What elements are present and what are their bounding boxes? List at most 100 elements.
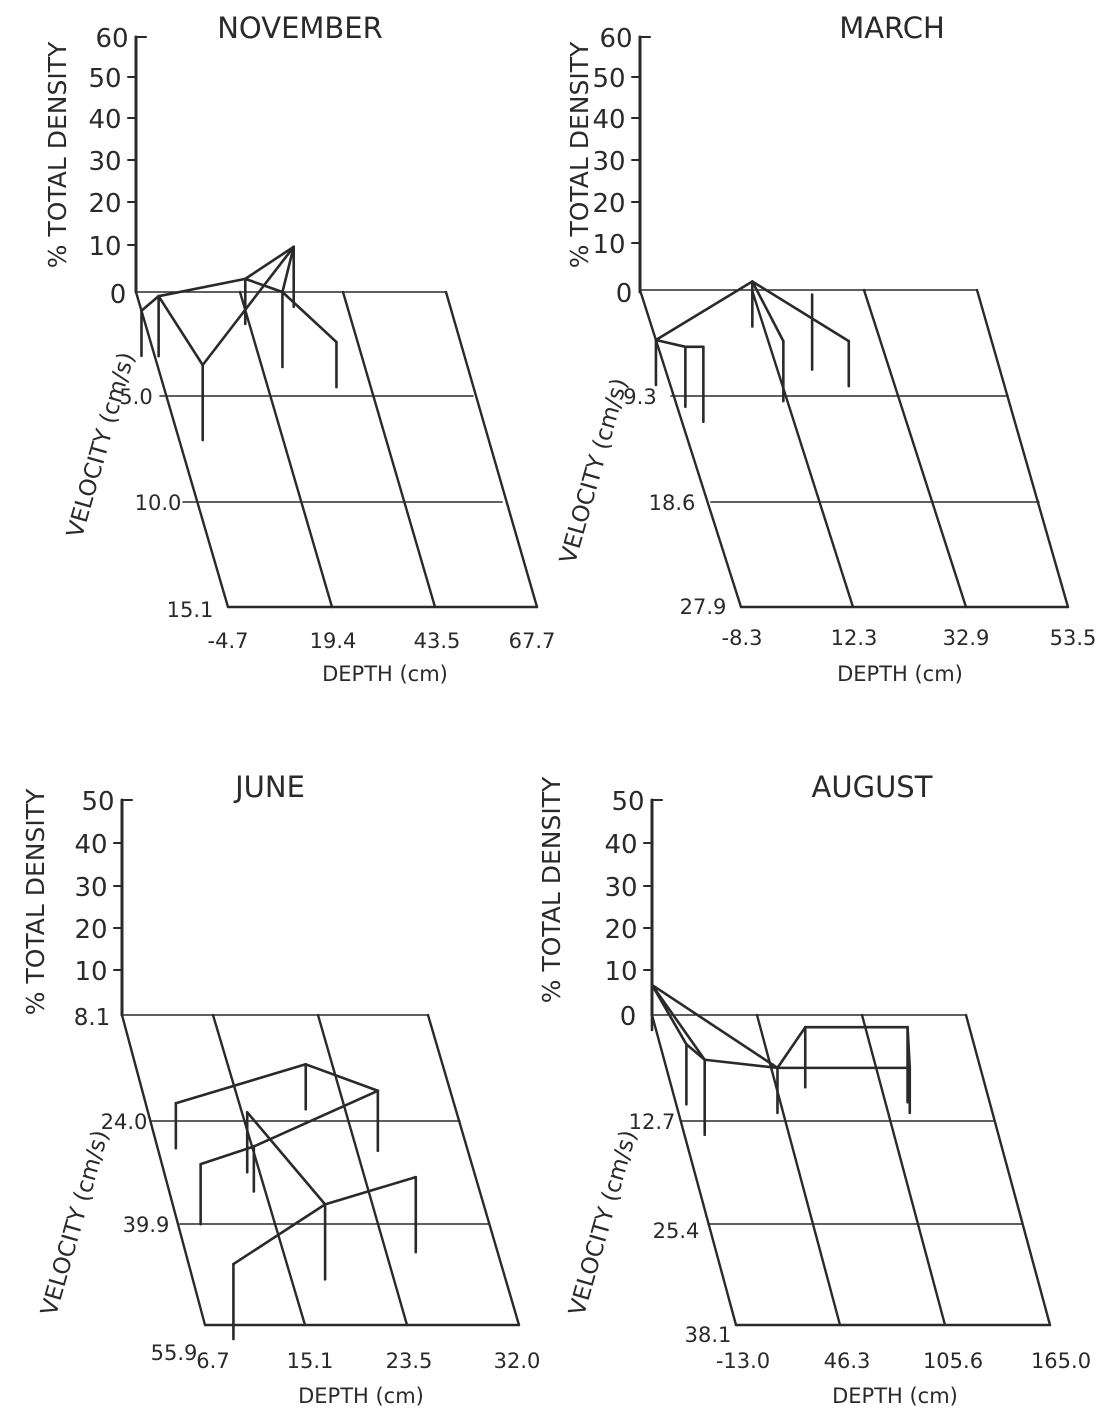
floor-side-left (638, 288, 743, 609)
y-axis-label: VELOCITY (cm/s) (62, 350, 140, 541)
chart-august: AUGUST 50 40 30 20 10 0 % TOTAL DENSITY (537, 770, 1091, 1408)
z-axis-label: % TOTAL DENSITY (43, 41, 72, 268)
z-axis-label: % TOTAL DENSITY (21, 788, 50, 1015)
x-tick-label: 15.1 (287, 1349, 334, 1373)
chart-title: NOVEMBER (217, 11, 383, 45)
data-line (174, 1062, 308, 1105)
z-tick-label: 20 (604, 915, 637, 945)
y-axis-label: VELOCITY (cm/s) (564, 1128, 642, 1319)
y-ticks: 24.0 39.9 55.9 (101, 1110, 198, 1365)
y-axis-label: VELOCITY (cm/s) (36, 1128, 114, 1319)
data-line (281, 290, 338, 344)
y-tick-label: 15.1 (167, 598, 214, 622)
y-tick-label: 39.9 (123, 1213, 170, 1237)
floor-grid (650, 1013, 1052, 1327)
z-tick-label: 30 (604, 873, 637, 903)
data-line (243, 245, 296, 281)
x-axis-label: DEPTH (cm) (837, 662, 963, 686)
z-origin-label: 0 (110, 280, 127, 310)
data-line (776, 1025, 807, 1070)
z-tick-label: 20 (592, 189, 625, 219)
z-tick-label: 60 (95, 24, 128, 54)
data-line (304, 1062, 380, 1093)
data-line (252, 1089, 380, 1148)
data-line (281, 245, 296, 294)
floor-side-right (964, 1013, 1052, 1327)
x-tick-label: 46.3 (824, 1349, 871, 1373)
y-ticks: 5.0 10.0 15.1 (119, 385, 213, 622)
x-tick-label: 53.5 (1050, 626, 1097, 650)
data-line (140, 294, 160, 313)
z-tick-label: 10 (604, 957, 637, 987)
x-tick-label: -13.0 (716, 1349, 770, 1373)
z-tick-label: 50 (592, 64, 625, 94)
chart-november: NOVEMBER 60 50 40 30 20 10 0 % TOTAL DEN… (43, 11, 555, 686)
y-tick-label: 5.0 (119, 385, 152, 409)
floor-side-right (975, 288, 1070, 609)
floor-grid (134, 290, 539, 609)
floor-side-left (134, 290, 230, 609)
z-axis-label: % TOTAL DENSITY (537, 776, 566, 1003)
chart-march: MARCH 60 50 40 30 20 10 0 % TOTAL DENSIT… (555, 11, 1096, 686)
data-line (201, 245, 296, 367)
data-line (703, 1058, 779, 1070)
z-tick-label: 30 (74, 873, 107, 903)
data-line (323, 1175, 418, 1206)
floor-depth-line (860, 1013, 947, 1327)
chart-title: AUGUST (812, 770, 933, 804)
floor-depth-line (341, 290, 437, 609)
x-tick-label: 12.3 (831, 626, 878, 650)
data-layer (174, 1062, 418, 1341)
z-tick-label: 40 (74, 830, 107, 860)
x-ticks: 6.7 15.1 23.5 32.0 (196, 1349, 540, 1373)
z-tick-label: 10 (74, 957, 107, 987)
floor-side-left (120, 1013, 207, 1327)
floor-side-left (650, 1013, 738, 1327)
floor-depth-line (316, 1013, 409, 1327)
z-ticks: 50 40 30 20 10 0 (604, 787, 663, 1032)
x-tick-label: -4.7 (208, 629, 249, 653)
z-ticks: 60 50 40 30 20 10 0 (592, 24, 651, 309)
data-line (157, 277, 247, 298)
data-line (157, 294, 205, 367)
y-tick-label: 10.0 (135, 491, 182, 515)
data-layer (650, 983, 912, 1137)
z-tick-label: 10 (88, 232, 121, 262)
chart-title: MARCH (839, 11, 945, 45)
z-tick-label: 40 (88, 105, 121, 135)
z-origin-label: 8.1 (74, 1005, 111, 1031)
floor-depth-line (238, 290, 334, 609)
z-tick-label: 50 (88, 64, 121, 94)
z-tick-label: 50 (611, 787, 644, 817)
data-line (685, 1042, 706, 1062)
floor-side-right (426, 1013, 521, 1327)
y-tick-label: 24.0 (101, 1110, 148, 1134)
chart-title: JUNE (233, 770, 305, 804)
y-ticks: 9.3 18.6 27.9 (623, 385, 726, 619)
floor-grid (120, 1013, 521, 1327)
y-tick-label: 38.1 (685, 1323, 732, 1347)
data-line (232, 1203, 327, 1266)
z-tick-label: 20 (74, 915, 107, 945)
x-ticks: -8.3 12.3 32.9 53.5 (722, 626, 1097, 650)
y-tick-label: 55.9 (151, 1341, 198, 1365)
x-tick-label: 32.9 (943, 626, 990, 650)
x-ticks: -13.0 46.3 105.6 165.0 (716, 1349, 1091, 1373)
z-axis-label: % TOTAL DENSITY (565, 41, 594, 268)
z-tick-label: 40 (592, 105, 625, 135)
chart-june: JUNE 50 40 30 20 10 8.1 % TOTAL DENSITY (21, 770, 540, 1408)
data-layer (140, 245, 338, 442)
y-tick-label: 25.4 (653, 1219, 700, 1243)
x-tick-label: 23.5 (386, 1349, 433, 1373)
z-ticks: 60 50 40 30 20 10 0 (88, 24, 147, 310)
y-axis-label: VELOCITY (cm/s) (555, 376, 633, 567)
x-tick-label: 105.6 (923, 1349, 983, 1373)
data-line (654, 280, 754, 342)
floor-side-right (444, 290, 539, 609)
x-tick-label: 43.5 (414, 629, 461, 653)
z-origin-label: 0 (616, 279, 633, 309)
x-axis-label: DEPTH (cm) (832, 1384, 958, 1408)
data-line (199, 1145, 256, 1166)
floor-depth-line (862, 288, 968, 609)
